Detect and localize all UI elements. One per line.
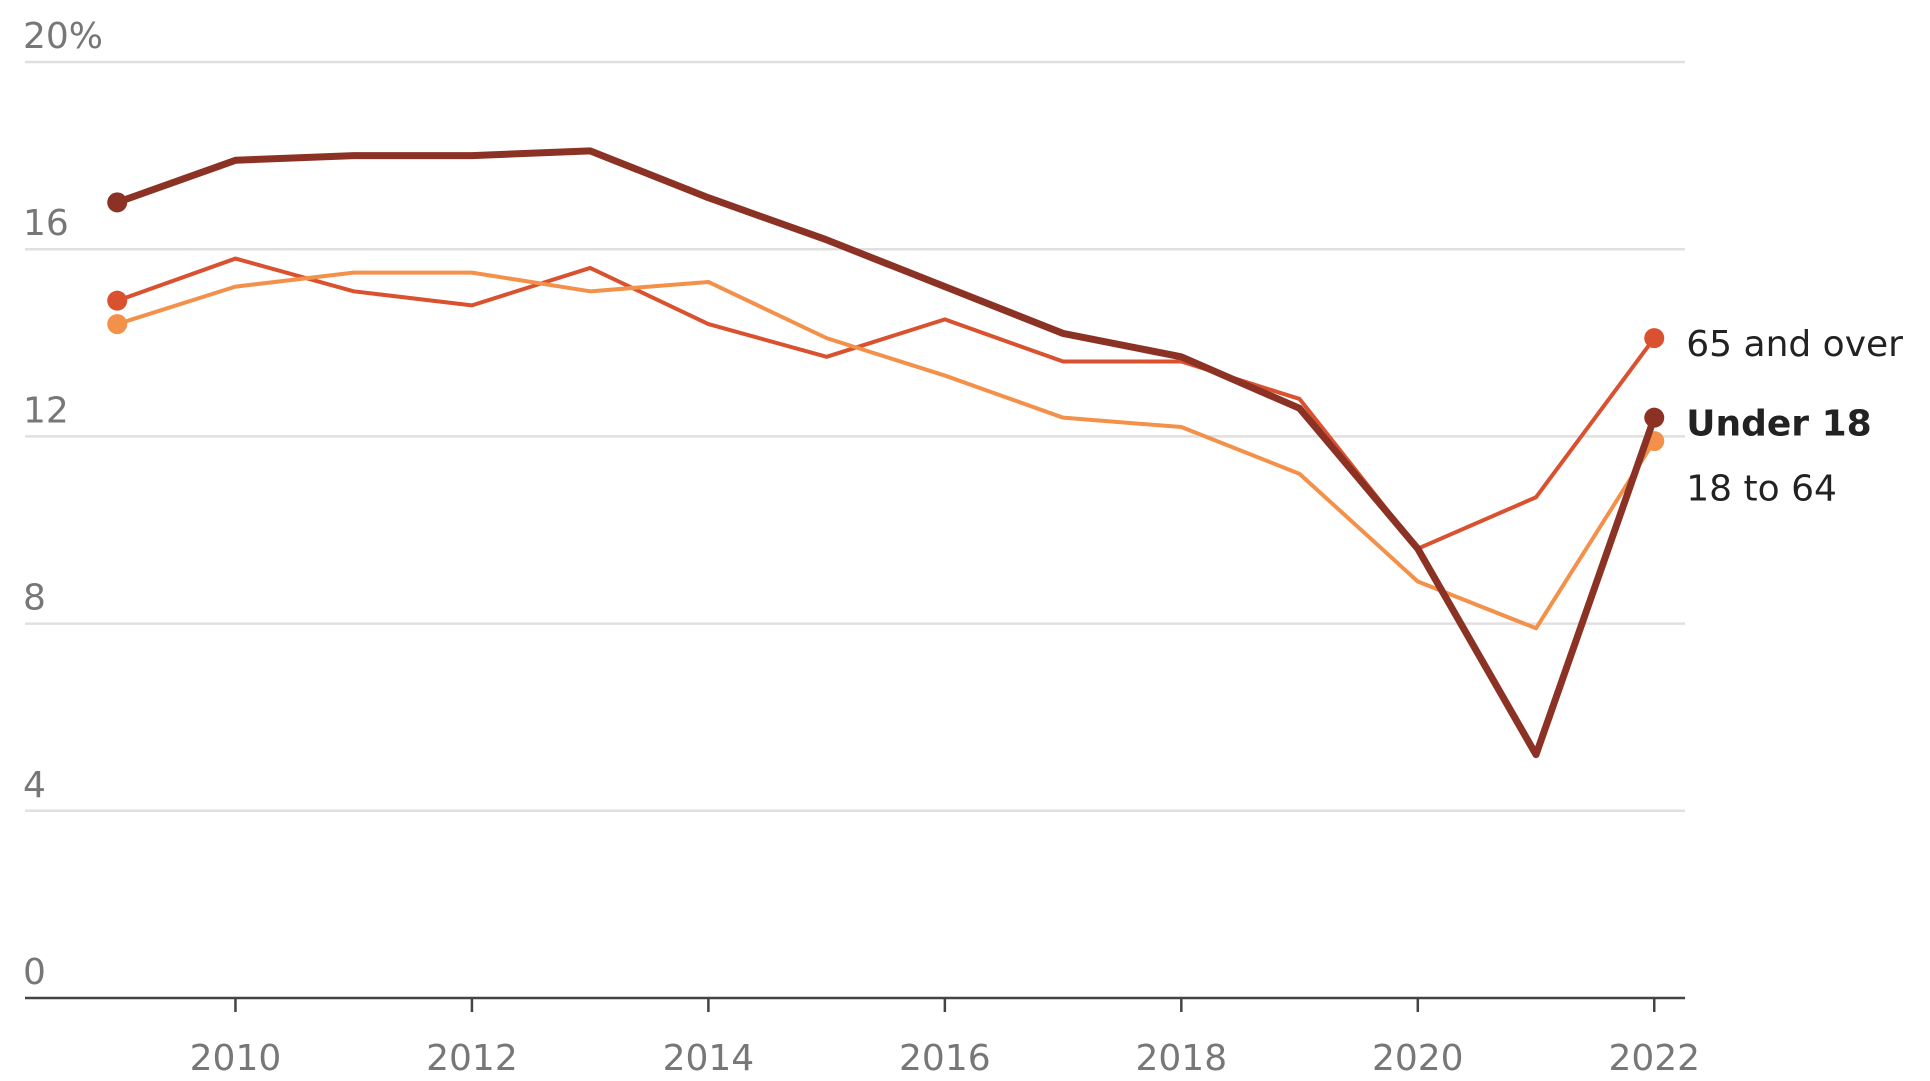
series-line [116, 147, 1658, 759]
end-dot [1644, 407, 1665, 428]
series-label: Under 18 [1686, 404, 1871, 445]
end-dot [1644, 328, 1665, 349]
x-tick-label: 2022 [1608, 1038, 1700, 1079]
y-tick-label: 0 [23, 952, 46, 993]
x-tick-label: 2014 [663, 1038, 755, 1079]
x-tick-label: 2012 [426, 1038, 518, 1079]
series-line [116, 256, 1656, 551]
series-label: 65 and over [1686, 324, 1903, 365]
y-tick-label: 8 [23, 578, 46, 619]
x-tick-label: 2020 [1372, 1038, 1464, 1079]
series-line [116, 270, 1656, 631]
end-dot [107, 290, 128, 311]
series-label: 18 to 64 [1686, 469, 1837, 510]
y-tick-label: 16 [23, 203, 69, 244]
end-dot [107, 192, 128, 213]
x-tick-label: 2010 [190, 1038, 282, 1079]
end-dot [107, 314, 128, 335]
y-tick-label: 20% [23, 16, 103, 57]
y-tick-label: 4 [23, 765, 46, 806]
x-tick-label: 2016 [899, 1038, 991, 1079]
x-tick-label: 2018 [1136, 1038, 1228, 1079]
y-tick-label: 12 [23, 390, 69, 431]
